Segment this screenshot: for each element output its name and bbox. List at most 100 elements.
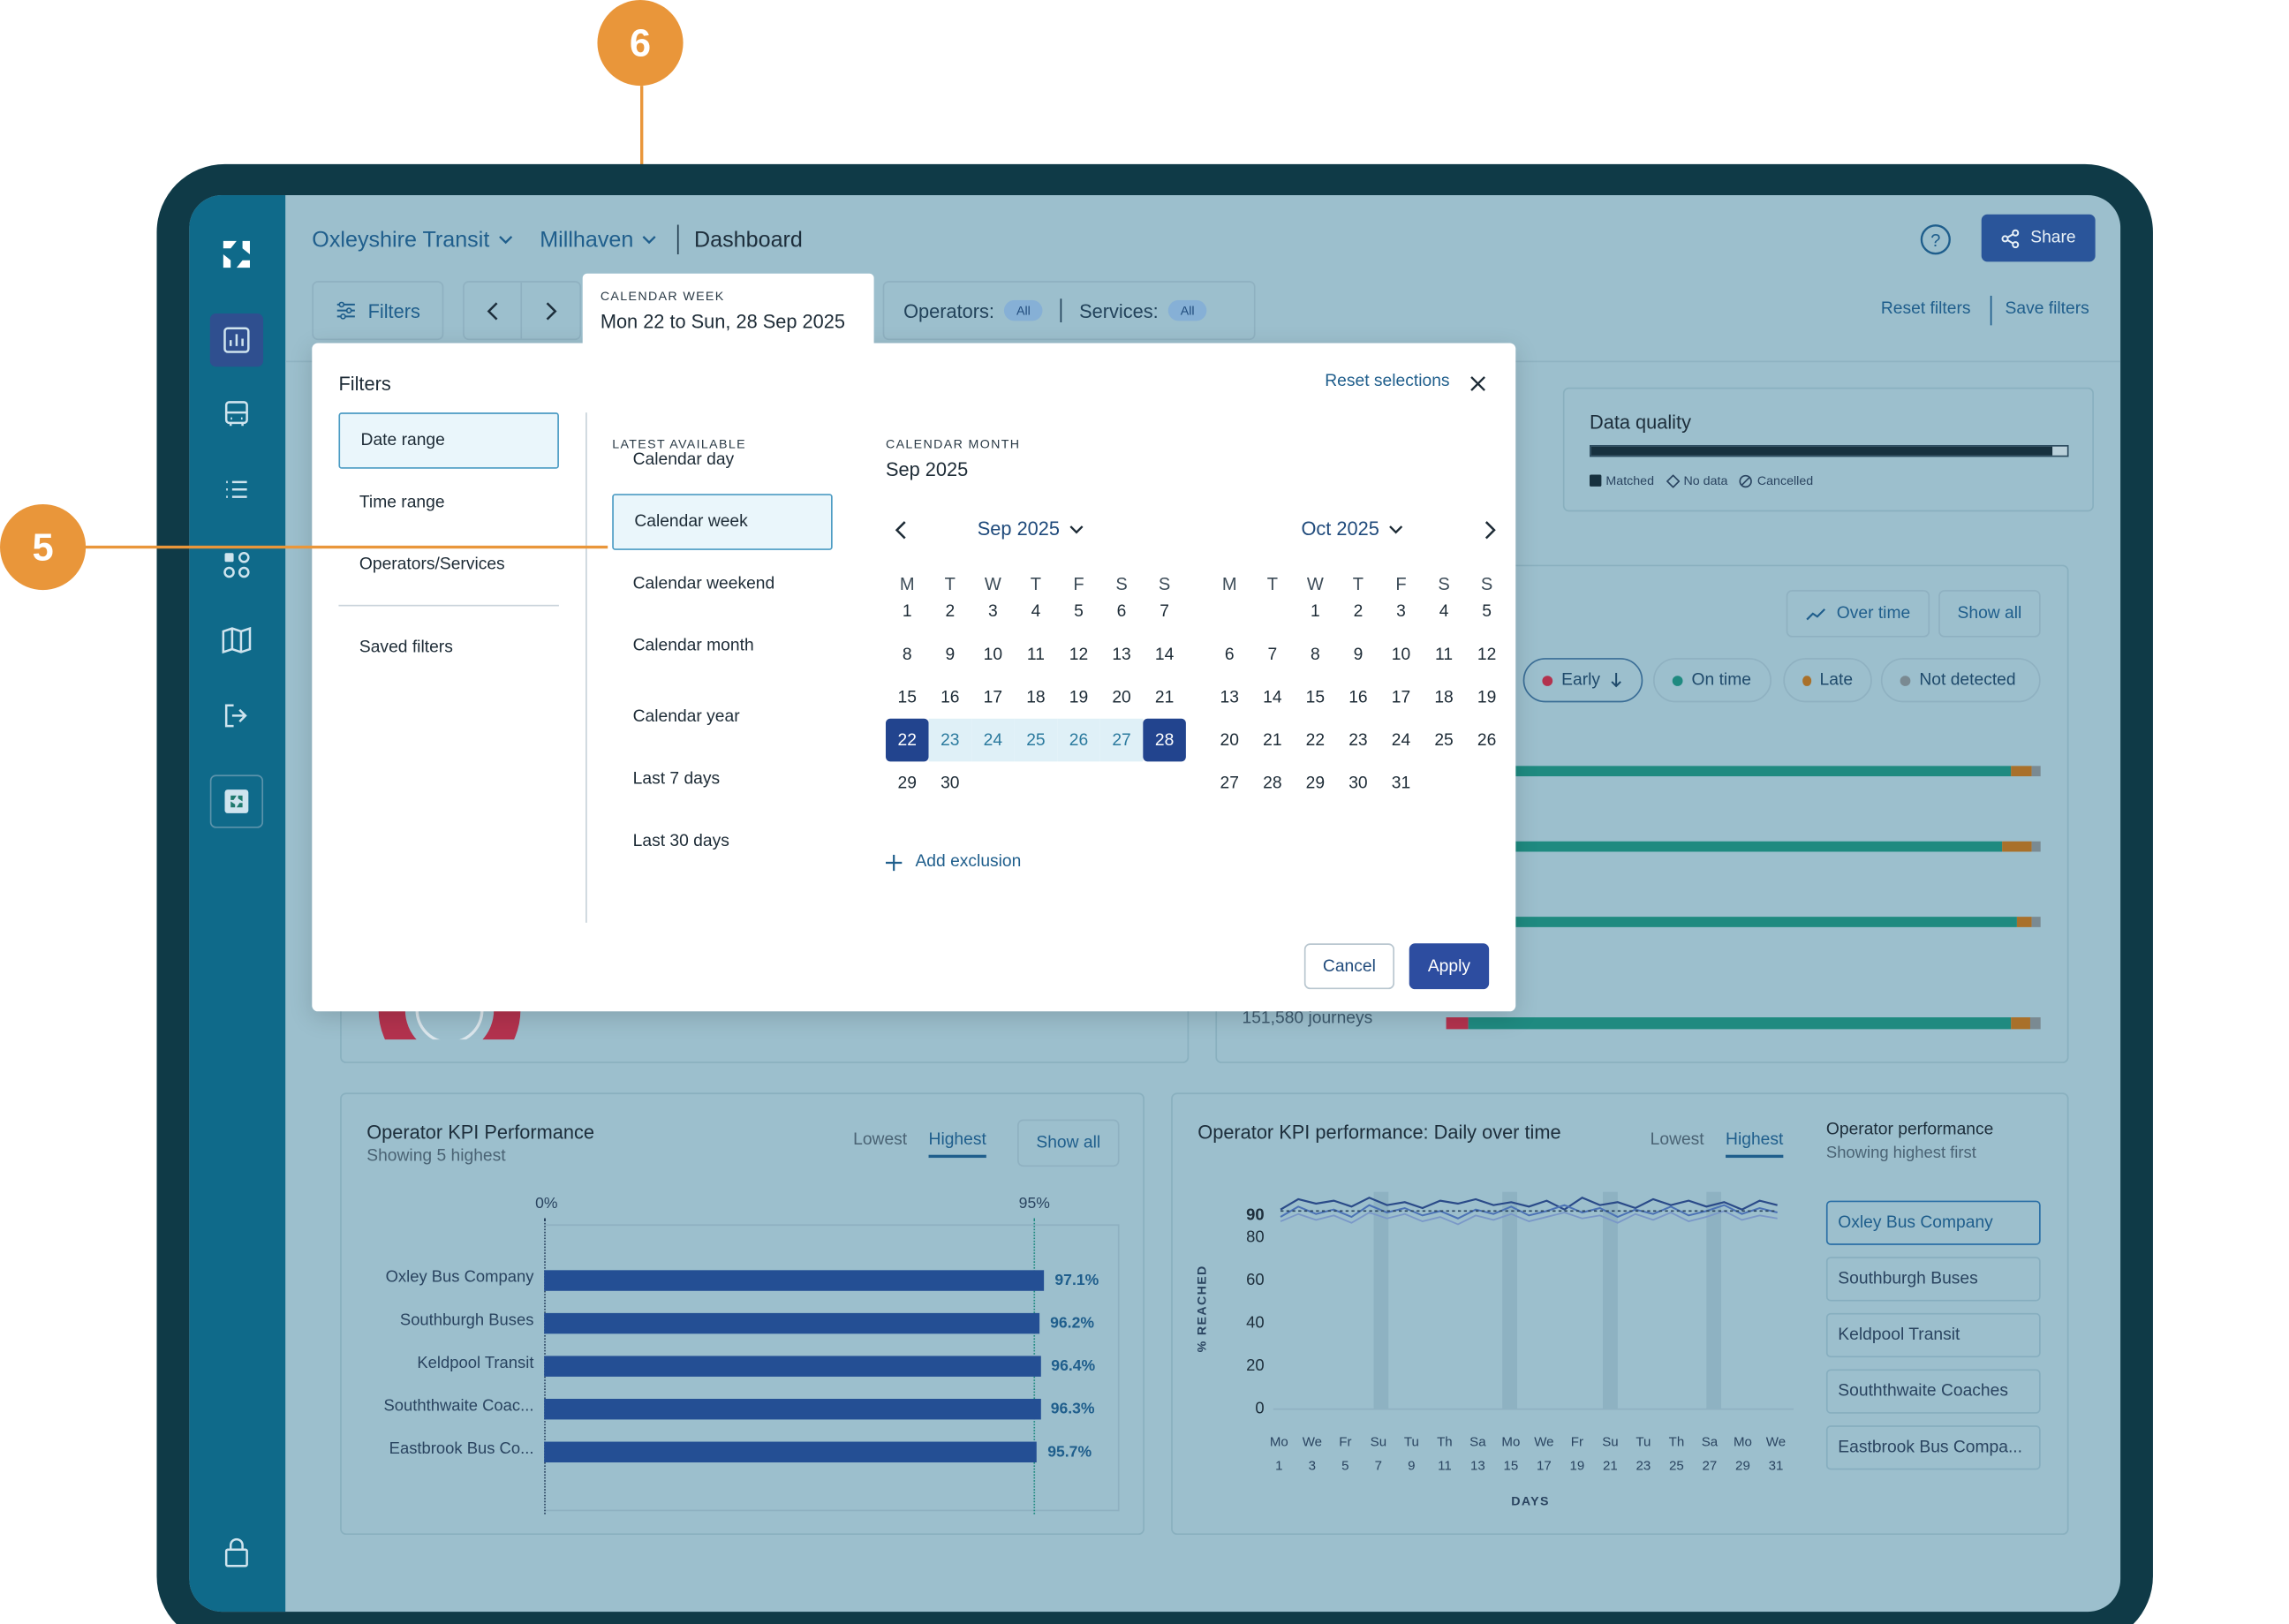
calendar-day[interactable]: 8 <box>902 645 912 663</box>
calendar-day[interactable]: 16 <box>1348 688 1368 706</box>
on-time-pill[interactable]: On time <box>1653 658 1772 703</box>
operator-button[interactable]: Southburgh Buses <box>1825 1257 2041 1302</box>
calendar-day[interactable]: 14 <box>1263 688 1282 706</box>
calendar-day[interactable]: 11 <box>1435 645 1454 663</box>
tab-date-range[interactable]: Date range <box>338 412 559 469</box>
calendar-day[interactable]: 27 <box>1099 718 1144 762</box>
save-filters-link[interactable]: Save filters <box>2005 299 2089 318</box>
early-pill[interactable]: Early <box>1522 658 1643 703</box>
calendar-day[interactable]: 7 <box>1267 645 1278 663</box>
calendar-day[interactable]: 5 <box>1074 602 1084 621</box>
kpi-lowest-tab[interactable]: Lowest <box>853 1130 908 1150</box>
date-range-tab[interactable]: CALENDAR WEEK Mon 22 to Sun, 28 Sep 2025 <box>582 273 874 351</box>
share-button[interactable]: Share <box>1981 214 2096 262</box>
tab-operators-services[interactable]: Operators/Services <box>359 555 505 574</box>
calendar-day[interactable]: 17 <box>983 688 1003 706</box>
calendar-day[interactable]: 28 <box>1263 774 1282 792</box>
calendar-day[interactable]: 28 <box>1143 718 1186 762</box>
sep-month-selector[interactable]: Sep 2025 <box>978 517 1084 540</box>
operator-button[interactable]: Keldpool Transit <box>1825 1312 2041 1358</box>
calendar-day[interactable]: 24 <box>1391 731 1411 750</box>
calendar-day[interactable]: 23 <box>928 718 972 762</box>
kpi-time-highest-tab[interactable]: Highest <box>1726 1131 1784 1159</box>
calendar-day[interactable]: 22 <box>1305 731 1326 750</box>
region-selector[interactable]: Millhaven <box>540 227 657 252</box>
calendar-day[interactable]: 20 <box>1220 731 1239 750</box>
kpi-time-lowest-tab[interactable]: Lowest <box>1650 1130 1704 1150</box>
period-option[interactable]: Last 30 days <box>632 832 729 850</box>
calendar-day[interactable]: 13 <box>1112 645 1131 663</box>
tab-saved-filters[interactable]: Saved filters <box>359 638 453 657</box>
add-exclusion-button[interactable]: Add exclusion <box>885 853 1021 871</box>
period-option[interactable]: Calendar weekend <box>632 575 775 593</box>
calendar-day[interactable]: 16 <box>941 688 960 706</box>
calendar-day[interactable]: 26 <box>1057 718 1100 762</box>
period-option[interactable]: Calendar month <box>632 637 754 655</box>
period-option[interactable]: Calendar week <box>612 494 833 550</box>
calendar-day[interactable]: 30 <box>941 774 960 792</box>
calendar-day[interactable]: 19 <box>1477 688 1497 706</box>
calendar-day[interactable]: 7 <box>1160 602 1169 621</box>
calendar-day[interactable]: 8 <box>1311 645 1320 663</box>
period-option[interactable]: Calendar year <box>632 708 740 727</box>
lock-icon[interactable] <box>210 1526 263 1579</box>
period-option[interactable]: Calendar day <box>632 450 735 469</box>
calendar-day[interactable]: 3 <box>988 602 998 621</box>
calendar-day[interactable]: 4 <box>1439 602 1449 621</box>
prev-month-button[interactable] <box>895 520 908 540</box>
kpi-highest-tab[interactable]: Highest <box>928 1131 986 1159</box>
calendar-day[interactable]: 23 <box>1348 731 1368 750</box>
calendar-day[interactable]: 5 <box>1482 602 1492 621</box>
dashboard-nav-icon[interactable] <box>209 313 264 367</box>
kpi-show-all-button[interactable]: Show all <box>1017 1119 1120 1167</box>
calendar-day[interactable]: 26 <box>1477 731 1497 750</box>
calendar-day[interactable]: 21 <box>1263 731 1282 750</box>
calendar-day[interactable]: 21 <box>1154 688 1175 706</box>
late-pill[interactable]: Late <box>1783 658 1872 703</box>
calendar-day[interactable]: 18 <box>1026 688 1046 706</box>
period-option[interactable]: Last 7 days <box>632 770 721 789</box>
calendar-day[interactable]: 10 <box>1391 645 1411 663</box>
filters-button[interactable]: Filters <box>312 281 444 341</box>
calendar-day[interactable]: 27 <box>1220 774 1239 792</box>
calendar-day[interactable]: 15 <box>1305 688 1326 706</box>
tab-time-range[interactable]: Time range <box>359 494 445 512</box>
prev-period-button[interactable] <box>465 282 523 339</box>
apply-button[interactable]: Apply <box>1409 943 1490 990</box>
operator-button[interactable]: Oxley Bus Company <box>1825 1200 2041 1245</box>
calendar-day[interactable]: 2 <box>945 602 956 621</box>
calendar-day[interactable]: 22 <box>885 718 929 762</box>
calendar-day[interactable]: 13 <box>1220 688 1239 706</box>
operator-button[interactable]: Eastbrook Bus Compa... <box>1825 1425 2041 1470</box>
calendar-day[interactable]: 30 <box>1348 774 1368 792</box>
calendar-day[interactable]: 15 <box>897 688 917 706</box>
operator-button[interactable]: Souththwaite Coaches <box>1825 1369 2041 1414</box>
close-icon[interactable] <box>1469 375 1485 391</box>
reset-filters-link[interactable]: Reset filters <box>1880 299 1971 318</box>
over-time-button[interactable]: Over time <box>1786 590 1930 638</box>
list-nav-icon[interactable] <box>210 463 263 516</box>
calendar-day[interactable]: 14 <box>1154 645 1175 663</box>
reset-selections-link[interactable]: Reset selections <box>1325 372 1450 391</box>
calendar-day[interactable]: 12 <box>1069 645 1089 663</box>
cancel-button[interactable]: Cancel <box>1303 943 1394 990</box>
not-detected-pill[interactable]: Not detected <box>1880 658 2041 703</box>
calendar-day[interactable]: 25 <box>1434 731 1454 750</box>
calendar-day[interactable]: 6 <box>1116 602 1127 621</box>
bus-nav-icon[interactable] <box>210 388 263 441</box>
calendar-day[interactable]: 29 <box>897 774 917 792</box>
calendar-day[interactable]: 31 <box>1391 774 1411 792</box>
calendar-day[interactable]: 25 <box>1014 718 1058 762</box>
next-month-button[interactable] <box>1483 520 1496 540</box>
calendar-day[interactable]: 1 <box>902 602 912 621</box>
calendar-day[interactable]: 11 <box>1026 645 1045 663</box>
operators-services-filter[interactable]: Operators: All Services: All <box>882 281 1256 341</box>
help-icon[interactable]: ? <box>1919 223 1952 256</box>
brand-nav-icon[interactable] <box>209 774 264 828</box>
calendar-day[interactable]: 20 <box>1112 688 1131 706</box>
calendar-day[interactable]: 10 <box>983 645 1003 663</box>
calendar-day[interactable]: 12 <box>1477 645 1497 663</box>
calendar-day[interactable]: 3 <box>1396 602 1406 621</box>
org-selector[interactable]: Oxleyshire Transit <box>312 227 513 252</box>
calendar-day[interactable]: 17 <box>1391 688 1411 706</box>
